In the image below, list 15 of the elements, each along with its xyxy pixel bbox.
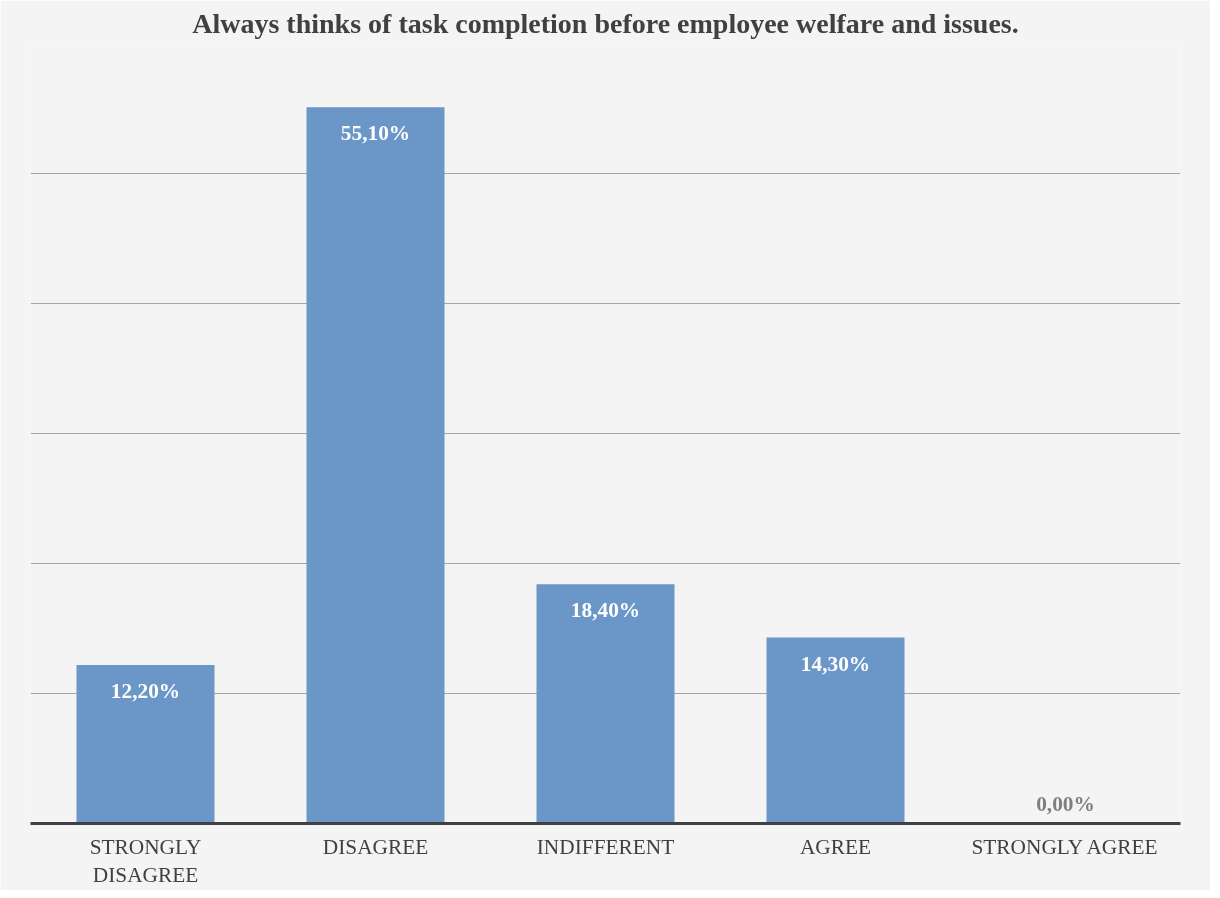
chart-title: Always thinks of task completion before employee welfare and issues.	[192, 7, 1019, 39]
data-label: 14,30%	[800, 651, 871, 676]
bar	[536, 584, 675, 824]
bar	[306, 107, 445, 824]
data-label: 18,40%	[570, 598, 641, 623]
x-tick-label: STRONGLY DISAGREE	[89, 834, 202, 888]
data-label: 55,10%	[340, 121, 411, 146]
x-tick-label: INDIFFERENT	[536, 834, 675, 859]
x-tick-label: AGREE	[799, 834, 872, 859]
data-label: 12,20%	[110, 678, 181, 703]
x-tick-label: DISAGREE	[322, 834, 429, 859]
data-label: 0,00%	[1036, 791, 1095, 816]
bar	[766, 637, 905, 824]
x-tick-label: STRONGLY AGREE	[971, 834, 1158, 859]
bar	[76, 664, 215, 824]
